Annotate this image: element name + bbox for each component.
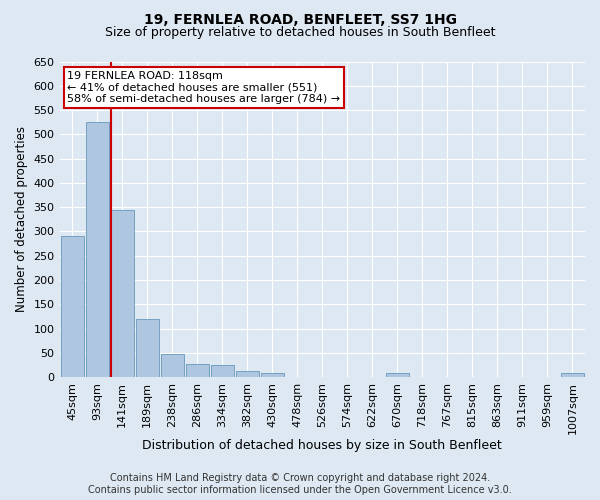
X-axis label: Distribution of detached houses by size in South Benfleet: Distribution of detached houses by size … xyxy=(142,440,502,452)
Bar xyxy=(386,374,409,377)
Y-axis label: Number of detached properties: Number of detached properties xyxy=(15,126,28,312)
Bar xyxy=(110,210,134,377)
Bar xyxy=(161,354,184,377)
Bar xyxy=(61,236,83,377)
Text: 19 FERNLEA ROAD: 118sqm
← 41% of detached houses are smaller (551)
58% of semi-d: 19 FERNLEA ROAD: 118sqm ← 41% of detache… xyxy=(67,71,341,104)
Text: 19, FERNLEA ROAD, BENFLEET, SS7 1HG: 19, FERNLEA ROAD, BENFLEET, SS7 1HG xyxy=(143,12,457,26)
Bar xyxy=(86,122,109,377)
Text: Size of property relative to detached houses in South Benfleet: Size of property relative to detached ho… xyxy=(105,26,495,39)
Bar xyxy=(136,319,158,377)
Text: Contains HM Land Registry data © Crown copyright and database right 2024.
Contai: Contains HM Land Registry data © Crown c… xyxy=(88,474,512,495)
Bar xyxy=(236,371,259,377)
Bar xyxy=(561,374,584,377)
Bar xyxy=(211,365,233,377)
Bar xyxy=(185,364,209,377)
Bar xyxy=(261,374,284,377)
